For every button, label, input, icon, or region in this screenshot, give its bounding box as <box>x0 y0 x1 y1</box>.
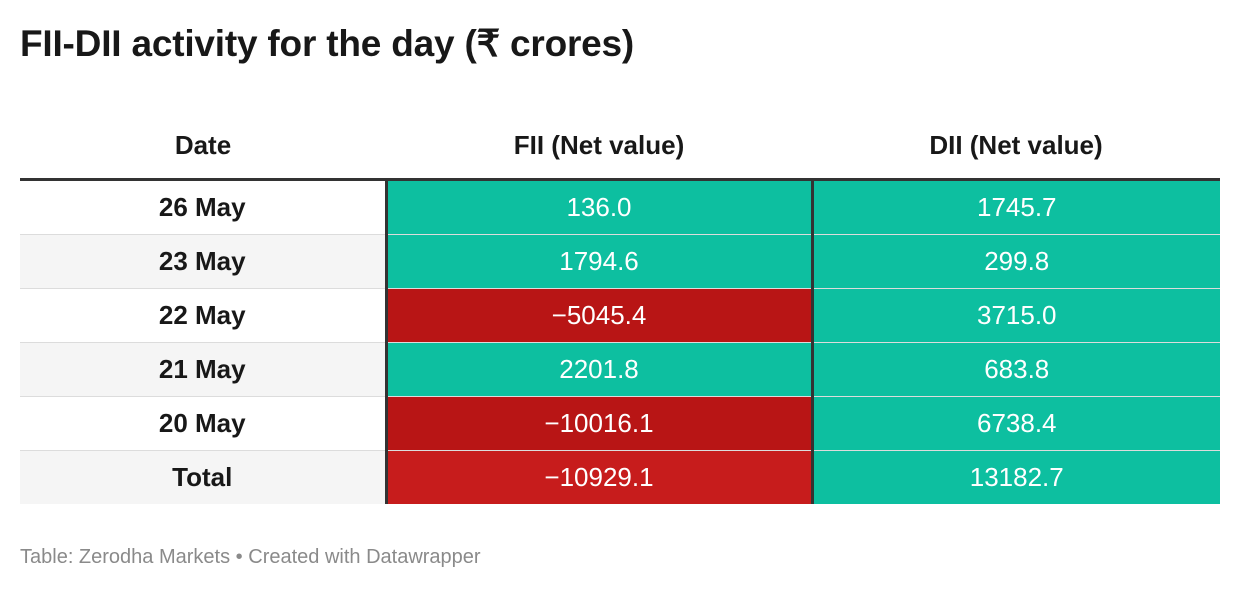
date-cell: 21 May <box>20 342 386 397</box>
dii-total-cell: 13182.7 <box>810 450 1220 504</box>
fii-value-cell: 136.0 <box>384 179 812 235</box>
fii-value-cell: 1794.6 <box>384 234 812 289</box>
chart-title: FII-DII activity for the day (₹ crores) <box>20 23 635 64</box>
fii-value-cell: 2201.8 <box>384 342 812 397</box>
dii-value-cell: 3715.0 <box>810 288 1220 343</box>
table-row: 22 May −5045.4 3715.0 <box>20 288 1220 343</box>
total-row: Total −10929.1 13182.7 <box>20 450 1220 504</box>
total-label-cell: Total <box>20 450 386 504</box>
header-row: Date FII (Net value) DII (Net value) <box>20 112 1220 181</box>
source-note: Table: Zerodha Markets <box>20 546 231 568</box>
dii-value-cell: 299.8 <box>810 234 1220 289</box>
table-row: 26 May 136.0 1745.7 <box>20 179 1220 235</box>
dii-value-cell: 1745.7 <box>810 179 1220 235</box>
column-header-date: Date <box>20 112 386 181</box>
table-row: 21 May 2201.8 683.8 <box>20 342 1220 397</box>
fii-dii-table: Date FII (Net value) DII (Net value) 26 … <box>20 112 1220 504</box>
date-cell: 26 May <box>20 179 386 235</box>
table-row: 20 May −10016.1 6738.4 <box>20 396 1220 451</box>
dii-value-cell: 6738.4 <box>810 396 1220 451</box>
fii-total-cell: −10929.1 <box>384 450 812 504</box>
date-cell: 23 May <box>20 234 386 289</box>
fii-value-cell: −5045.4 <box>384 288 812 343</box>
table-footer: Table: Zerodha Markets • Created with Da… <box>20 546 481 569</box>
date-cell: 22 May <box>20 288 386 343</box>
dii-value-cell: 683.8 <box>810 342 1220 397</box>
date-cell: 20 May <box>20 396 386 451</box>
column-header-dii: DII (Net value) <box>812 112 1220 181</box>
fii-value-cell: −10016.1 <box>384 396 812 451</box>
credit-note: Created with Datawrapper <box>248 546 481 568</box>
column-header-fii: FII (Net value) <box>386 112 812 181</box>
footer-separator: • <box>235 546 243 568</box>
table-row: 23 May 1794.6 299.8 <box>20 234 1220 289</box>
